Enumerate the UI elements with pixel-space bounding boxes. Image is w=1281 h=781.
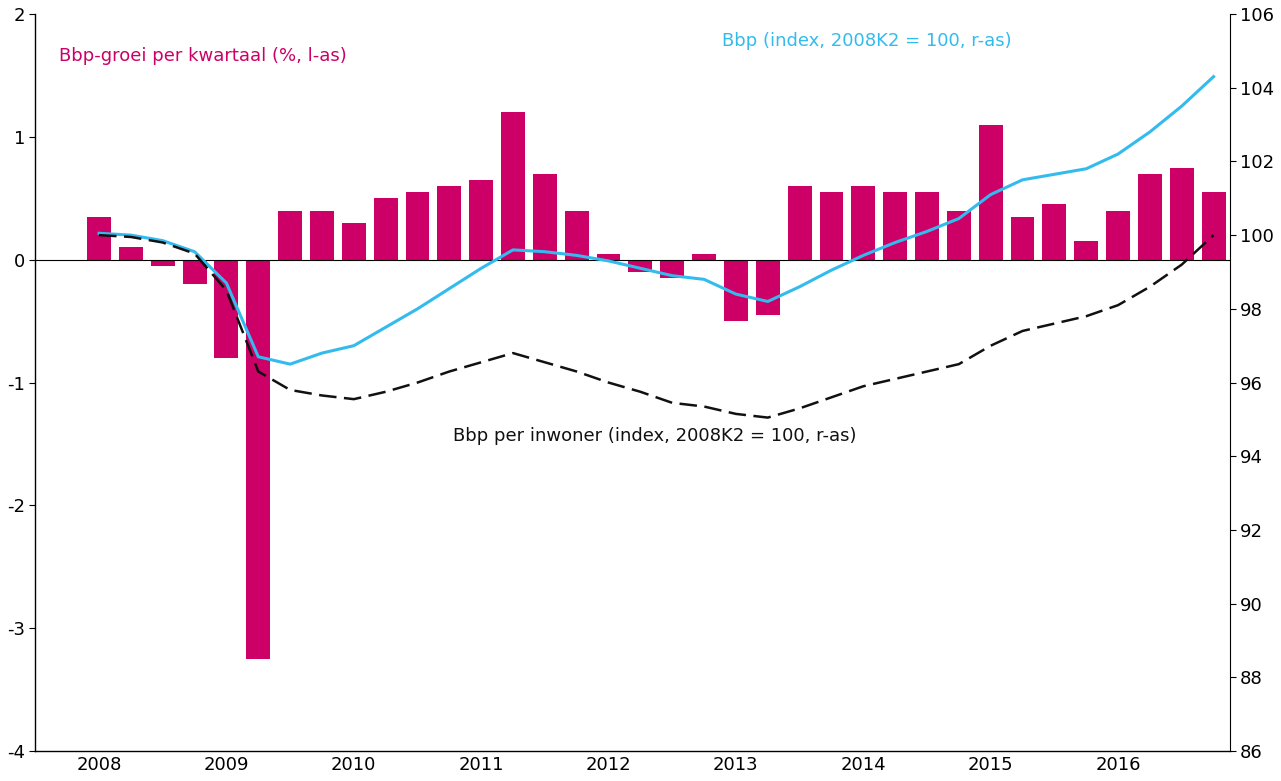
- Bar: [310, 211, 334, 260]
- Bar: [629, 260, 652, 272]
- Bar: [1043, 205, 1066, 260]
- Bar: [979, 124, 1003, 260]
- Bar: [374, 198, 397, 260]
- Bar: [1106, 211, 1130, 260]
- Bar: [692, 254, 716, 260]
- Bar: [915, 192, 939, 260]
- Bar: [1202, 192, 1226, 260]
- Bar: [406, 192, 429, 260]
- Bar: [342, 223, 366, 260]
- Bar: [788, 186, 812, 260]
- Bar: [660, 260, 684, 278]
- Bar: [246, 260, 270, 659]
- Bar: [565, 211, 589, 260]
- Bar: [820, 192, 843, 260]
- Bar: [87, 216, 111, 260]
- Bar: [501, 112, 525, 260]
- Bar: [1011, 216, 1035, 260]
- Text: Bbp-groei per kwartaal (%, l-as): Bbp-groei per kwartaal (%, l-as): [59, 47, 347, 65]
- Bar: [278, 211, 302, 260]
- Bar: [151, 260, 174, 266]
- Bar: [469, 180, 493, 260]
- Bar: [852, 186, 875, 260]
- Bar: [724, 260, 748, 321]
- Bar: [597, 254, 620, 260]
- Text: Bbp per inwoner (index, 2008K2 = 100, r-as): Bbp per inwoner (index, 2008K2 = 100, r-…: [453, 426, 857, 445]
- Text: Bbp (index, 2008K2 = 100, r-as): Bbp (index, 2008K2 = 100, r-as): [722, 32, 1012, 51]
- Bar: [437, 186, 461, 260]
- Bar: [119, 248, 143, 260]
- Bar: [883, 192, 907, 260]
- Bar: [183, 260, 206, 284]
- Bar: [533, 173, 557, 260]
- Bar: [947, 211, 971, 260]
- Bar: [756, 260, 780, 315]
- Bar: [1138, 173, 1162, 260]
- Bar: [1075, 241, 1098, 260]
- Bar: [1170, 168, 1194, 260]
- Bar: [214, 260, 238, 358]
